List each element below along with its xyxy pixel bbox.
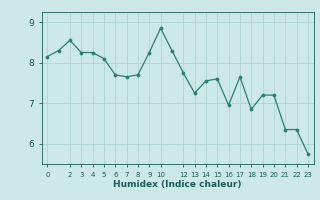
X-axis label: Humidex (Indice chaleur): Humidex (Indice chaleur) — [113, 180, 242, 189]
